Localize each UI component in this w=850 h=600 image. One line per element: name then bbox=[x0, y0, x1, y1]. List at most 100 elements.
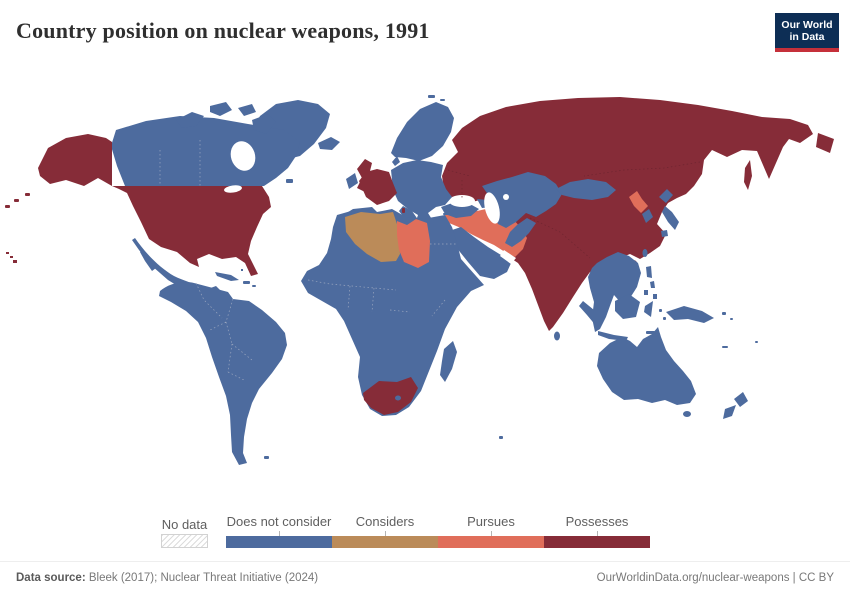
region-sumatra[interactable] bbox=[579, 301, 603, 327]
legend-swatch bbox=[438, 536, 544, 548]
region-chukotka-wrap[interactable] bbox=[816, 133, 834, 153]
region-aleutians-3[interactable] bbox=[5, 205, 10, 208]
legend-tick bbox=[490, 531, 492, 536]
region-new-zealand[interactable] bbox=[723, 392, 748, 419]
region-scandinavia[interactable] bbox=[391, 102, 454, 161]
region-africa[interactable] bbox=[301, 209, 484, 416]
legend-swatch bbox=[226, 536, 332, 548]
region-united-states[interactable] bbox=[112, 186, 271, 276]
region-borneo[interactable] bbox=[615, 294, 640, 319]
region-alaska[interactable] bbox=[38, 134, 112, 186]
sea-persian-gulf bbox=[500, 250, 516, 264]
region-hawaii-3[interactable] bbox=[13, 260, 17, 263]
legend-item-pursues[interactable]: Pursues bbox=[438, 515, 544, 548]
region-sakhalin[interactable] bbox=[744, 160, 752, 190]
region-bahamas[interactable] bbox=[241, 269, 243, 271]
legend-no-data-swatch bbox=[161, 534, 208, 548]
owid-logo-text: Our World in Data bbox=[775, 13, 839, 48]
region-svalbard-2[interactable] bbox=[440, 99, 445, 101]
region-north-korea[interactable] bbox=[629, 191, 648, 213]
region-moluccas-1[interactable] bbox=[659, 309, 662, 312]
region-philippines[interactable] bbox=[644, 266, 657, 299]
region-tasmania[interactable] bbox=[683, 411, 691, 417]
region-south-america[interactable] bbox=[159, 281, 287, 465]
legend-swatch bbox=[332, 536, 438, 548]
country-borders-dashes bbox=[159, 140, 456, 381]
region-sri-lanka[interactable] bbox=[554, 331, 560, 341]
region-southeast-asia[interactable] bbox=[588, 252, 641, 332]
legend-label: Pursues bbox=[467, 514, 515, 529]
legend-tick bbox=[384, 531, 386, 536]
region-mongolia[interactable] bbox=[556, 179, 616, 200]
data-source-text: Data source: Bleek (2017); Nuclear Threa… bbox=[16, 572, 319, 584]
legend-no-data-label: No data bbox=[161, 517, 208, 532]
sea-black-sea bbox=[449, 195, 475, 207]
region-hispaniola[interactable] bbox=[243, 281, 250, 284]
world-map bbox=[0, 85, 850, 515]
region-canada[interactable] bbox=[111, 116, 300, 186]
sea-aral bbox=[503, 194, 509, 200]
region-new-caledonia[interactable] bbox=[722, 346, 728, 348]
region-ireland[interactable] bbox=[346, 173, 358, 189]
legend-tick bbox=[596, 531, 598, 536]
legend-no-data[interactable]: No data bbox=[161, 518, 208, 548]
legend-item-considers[interactable]: Considers bbox=[332, 515, 438, 548]
region-australia[interactable] bbox=[597, 327, 696, 405]
region-taiwan[interactable] bbox=[642, 249, 648, 257]
region-new-guinea[interactable] bbox=[666, 306, 714, 323]
region-south-africa[interactable] bbox=[363, 377, 418, 415]
sea-hudson-bay bbox=[230, 141, 256, 171]
region-solomons-1[interactable] bbox=[722, 312, 726, 315]
region-afghanistan[interactable] bbox=[505, 218, 536, 247]
map-legend: No data Does not consider Considers Purs… bbox=[161, 515, 650, 548]
region-baja[interactable] bbox=[140, 249, 156, 271]
region-svalbard[interactable] bbox=[428, 95, 435, 98]
region-mauritius[interactable] bbox=[499, 436, 503, 439]
region-russia-china-india[interactable] bbox=[442, 97, 813, 331]
region-arctic-islands[interactable] bbox=[176, 102, 276, 134]
region-corsica[interactable] bbox=[402, 208, 405, 213]
region-turkey[interactable] bbox=[441, 202, 479, 218]
sea-great-lakes bbox=[224, 185, 242, 193]
legend-label: Possesses bbox=[565, 514, 629, 529]
region-cuba[interactable] bbox=[215, 272, 239, 281]
chart-footer: Data source: Bleek (2017); Nuclear Threa… bbox=[0, 561, 850, 584]
legend-item-does-not-consider[interactable]: Does not consider bbox=[226, 515, 332, 548]
region-algeria[interactable] bbox=[345, 212, 400, 262]
region-lesotho[interactable] bbox=[395, 395, 401, 401]
region-madagascar[interactable] bbox=[440, 341, 457, 382]
region-sulawesi[interactable] bbox=[644, 301, 653, 317]
owid-logo-red-bar bbox=[775, 48, 839, 52]
region-puerto-rico[interactable] bbox=[252, 285, 256, 287]
region-newfoundland[interactable] bbox=[286, 179, 293, 183]
region-europe[interactable] bbox=[391, 160, 452, 229]
legend-label: Considers bbox=[355, 514, 415, 529]
region-moluccas-2[interactable] bbox=[663, 317, 666, 320]
region-south-korea[interactable] bbox=[642, 209, 653, 223]
country-borders-dashes-red bbox=[447, 161, 701, 259]
region-hawaii-1[interactable] bbox=[6, 252, 9, 254]
region-arabian-peninsula[interactable] bbox=[449, 227, 512, 279]
page-title: Country position on nuclear weapons, 199… bbox=[16, 18, 430, 43]
region-cyprus[interactable] bbox=[443, 213, 448, 215]
region-libya[interactable] bbox=[397, 219, 430, 268]
region-falklands[interactable] bbox=[264, 456, 269, 459]
legend-item-possesses[interactable]: Possesses bbox=[544, 515, 650, 548]
region-iceland[interactable] bbox=[318, 137, 340, 150]
region-kazakhstan-central-asia[interactable] bbox=[482, 172, 562, 228]
legend-swatch bbox=[544, 536, 650, 548]
region-france[interactable] bbox=[359, 169, 397, 205]
region-hawaii-2[interactable] bbox=[10, 256, 13, 258]
region-japan[interactable] bbox=[659, 189, 679, 237]
region-mexico-central-america[interactable] bbox=[132, 238, 241, 325]
region-aleutians-2[interactable] bbox=[14, 199, 19, 202]
region-fiji[interactable] bbox=[755, 341, 758, 343]
region-solomons-2[interactable] bbox=[730, 318, 733, 320]
region-aleutians-1[interactable] bbox=[25, 193, 30, 196]
owid-logo[interactable]: Our World in Data bbox=[775, 13, 839, 52]
footer-link[interactable]: OurWorldinData.org/nuclear-weapons | CC … bbox=[596, 572, 834, 584]
region-denmark[interactable] bbox=[392, 156, 400, 166]
sea-caspian bbox=[484, 192, 500, 224]
data-source-label: Data source: bbox=[16, 572, 86, 584]
